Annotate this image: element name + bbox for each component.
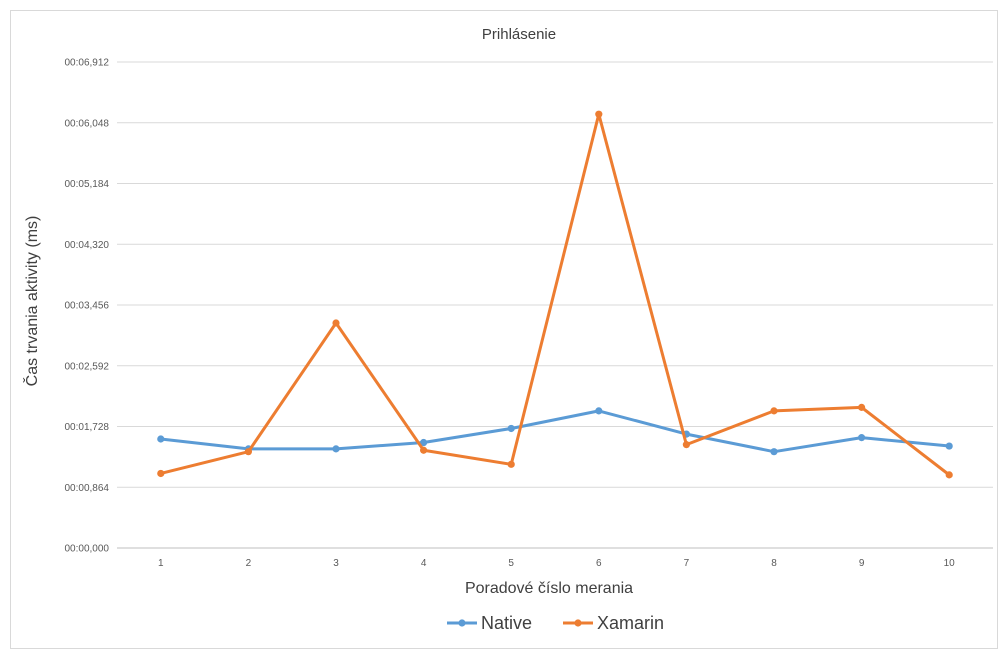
- x-axis-title: Poradové číslo merania: [465, 580, 633, 597]
- y-tick-label: 00:00,864: [65, 483, 110, 494]
- data-point-native: [332, 445, 340, 453]
- x-tick-label: 3: [333, 558, 339, 569]
- chart-title: Prihlásenie: [482, 26, 556, 43]
- x-tick-label: 2: [246, 558, 252, 569]
- legend-label: Xamarin: [597, 613, 664, 633]
- y-axis-title: Čas trvania aktivity (ms): [22, 216, 41, 387]
- x-tick-label: 6: [596, 558, 602, 569]
- legend-marker: [574, 619, 582, 627]
- x-tick-label: 8: [771, 558, 777, 569]
- data-point-xamarin: [858, 403, 866, 411]
- y-tick-label: 00:04,320: [65, 240, 110, 251]
- data-point-native: [157, 435, 165, 443]
- data-point-xamarin: [420, 446, 428, 454]
- data-point-xamarin: [945, 471, 953, 479]
- x-tick-label: 7: [684, 558, 690, 569]
- x-tick-label: 9: [859, 558, 865, 569]
- data-point-native: [858, 434, 866, 442]
- series-line-native: [160, 409, 950, 454]
- data-point-xamarin: [770, 407, 778, 415]
- series-layer: [157, 110, 953, 479]
- data-point-xamarin: [244, 448, 252, 456]
- legend-label: Native: [481, 613, 532, 633]
- legend-item-native: Native: [447, 613, 532, 633]
- data-point-native: [945, 442, 953, 450]
- data-point-xamarin: [682, 441, 691, 449]
- data-point-native: [507, 424, 515, 433]
- y-axis-ticks: 00:00,000 00:00,864 00:01,728 00:02,592 00:0…: [65, 58, 110, 555]
- x-tick-label: 4: [421, 558, 427, 569]
- x-tick-label: 10: [944, 558, 956, 569]
- data-point-xamarin: [507, 460, 515, 468]
- legend-item-xamarin: Xamarin: [563, 613, 664, 633]
- y-tick-label: 00:05,184: [65, 179, 110, 190]
- data-point-xamarin: [332, 319, 340, 327]
- series-xamarin: [157, 110, 953, 479]
- line-chart: 00:00,000 00:00,864 00:01,728 00:02,592 00:0…: [22, 26, 993, 633]
- data-point-native: [770, 448, 778, 456]
- y-tick-label: 00:06,912: [65, 58, 110, 69]
- y-tick-label: 00:00,000: [65, 544, 110, 555]
- y-tick-label: 00:06,048: [65, 118, 110, 129]
- y-tick-label: 00:01,728: [65, 422, 110, 433]
- series-line-xamarin: [160, 112, 951, 477]
- y-tick-label: 00:02,592: [65, 361, 110, 372]
- data-point-xamarin: [157, 469, 165, 478]
- x-axis-ticks: 1 2 3 4 5 6 7 8 9 10: [158, 558, 955, 569]
- gridlines: [117, 61, 993, 488]
- series-native: [157, 407, 953, 456]
- y-tick-label: 00:03,456: [65, 301, 110, 312]
- x-tick-label: 1: [158, 558, 164, 569]
- data-point-xamarin: [595, 110, 603, 118]
- chart-frame: 00:00,000 00:00,864 00:01,728 00:02,592 00:0…: [10, 10, 998, 649]
- x-tick-label: 5: [508, 558, 514, 569]
- legend-marker: [458, 619, 466, 627]
- data-point-native: [420, 438, 428, 447]
- data-point-native: [595, 407, 603, 415]
- legend: Native Xamarin: [447, 613, 664, 633]
